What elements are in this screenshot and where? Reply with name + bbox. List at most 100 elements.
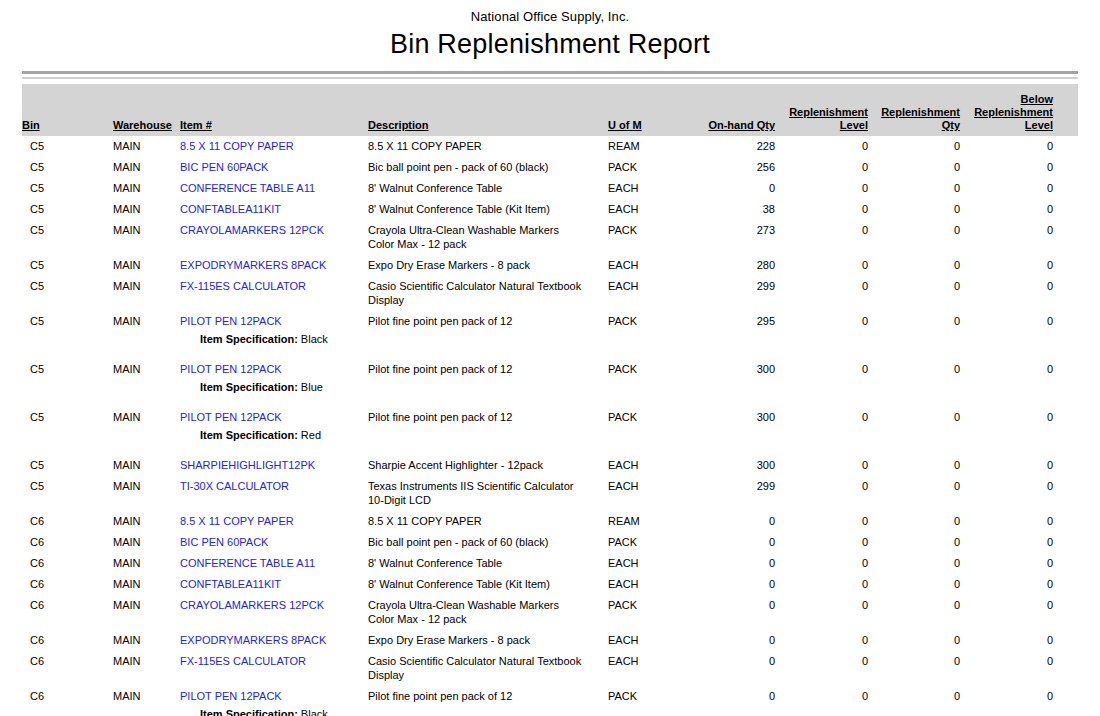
cell-uom: EACH (608, 630, 690, 651)
cell-warehouse: MAIN (113, 532, 180, 553)
cell-uom: PACK (608, 359, 690, 380)
cell-warehouse: MAIN (113, 595, 180, 630)
cell-warehouse: MAIN (113, 630, 180, 651)
cell-below-replenishment-level: 0 (960, 276, 1078, 311)
item-number-link[interactable]: PILOT PEN 12PACK (180, 411, 282, 423)
cell-replenishment-qty: 0 (868, 455, 960, 476)
table-header-row: BinWarehouseItem #DescriptionU of MOn-ha… (22, 84, 1078, 136)
cell-uom: EACH (608, 476, 690, 511)
cell-replenishment-level: 0 (775, 455, 868, 476)
table-row: C5MAINPILOT PEN 12PACKPilot fine point p… (22, 359, 1078, 380)
company-name: National Office Supply, Inc. (0, 0, 1100, 24)
cell-onhand-qty: 0 (690, 686, 775, 707)
cell-onhand-qty: 0 (690, 651, 775, 686)
column-header-warehouse: Warehouse (113, 84, 180, 136)
item-number-link[interactable]: CRAYOLAMARKERS 12PCK (180, 224, 324, 236)
cell-replenishment-qty: 0 (868, 220, 960, 255)
cell-uom: EACH (608, 276, 690, 311)
item-number-link[interactable]: PILOT PEN 12PACK (180, 690, 282, 702)
item-number-link[interactable]: BIC PEN 60PACK (180, 536, 268, 548)
cell-uom: EACH (608, 553, 690, 574)
item-number-link[interactable]: 8.5 X 11 COPY PAPER (180, 515, 294, 527)
table-row: C6MAINBIC PEN 60PACKBic ball point pen -… (22, 532, 1078, 553)
cell-replenishment-level: 0 (775, 595, 868, 630)
cell-replenishment-level: 0 (775, 311, 868, 332)
cell-description: Bic ball point pen - pack of 60 (black) (368, 157, 608, 178)
table-row: C5MAINSHARPIEHIGHLIGHT12PKSharpie Accent… (22, 455, 1078, 476)
cell-replenishment-level: 0 (775, 574, 868, 595)
cell-replenishment-level: 0 (775, 651, 868, 686)
item-number-link[interactable]: PILOT PEN 12PACK (180, 315, 282, 327)
cell-replenishment-level: 0 (775, 199, 868, 220)
cell-replenishment-qty: 0 (868, 276, 960, 311)
cell-replenishment-level: 0 (775, 532, 868, 553)
column-header-description: Description (368, 84, 608, 136)
item-number-link[interactable]: EXPODRYMARKERS 8PACK (180, 259, 326, 271)
item-number-link[interactable]: BIC PEN 60PACK (180, 161, 268, 173)
cell-bin: C6 (22, 532, 113, 553)
cell-uom: PACK (608, 595, 690, 630)
cell-replenishment-level: 0 (775, 157, 868, 178)
item-number-link[interactable]: FX-115ES CALCULATOR (180, 280, 306, 292)
item-specification-value: Black (298, 333, 328, 345)
item-number-link[interactable]: TI-30X CALCULATOR (180, 480, 289, 492)
cell-description: 8' Walnut Conference Table (Kit Item) (368, 199, 608, 220)
table-row: C6MAINFX-115ES CALCULATORCasio Scientifi… (22, 651, 1078, 686)
cell-uom: PACK (608, 220, 690, 255)
item-specification-label: Item Specification: (200, 429, 298, 441)
column-header-item: Item # (180, 84, 368, 136)
item-specification-row: Item Specification: Red (22, 428, 1078, 455)
item-number-link[interactable]: CONFTABLEA11KIT (180, 203, 281, 215)
cell-warehouse: MAIN (113, 276, 180, 311)
table-row: C6MAIN8.5 X 11 COPY PAPER8.5 X 11 COPY P… (22, 511, 1078, 532)
column-header-level: ReplenishmentLevel (775, 84, 868, 136)
cell-bin: C6 (22, 574, 113, 595)
cell-below-replenishment-level: 0 (960, 553, 1078, 574)
cell-uom: EACH (608, 455, 690, 476)
item-specification-value: Black (298, 708, 328, 716)
item-specification-row: Item Specification: Black (22, 332, 1078, 359)
cell-bin: C5 (22, 136, 113, 157)
cell-replenishment-level: 0 (775, 686, 868, 707)
item-number-link[interactable]: CONFTABLEA11KIT (180, 578, 281, 590)
cell-item-number: 8.5 X 11 COPY PAPER (180, 136, 368, 157)
cell-bin: C6 (22, 595, 113, 630)
table-row: C5MAINTI-30X CALCULATORTexas Instruments… (22, 476, 1078, 511)
table-row: C5MAINCRAYOLAMARKERS 12PCKCrayola Ultra-… (22, 220, 1078, 255)
cell-bin: C6 (22, 630, 113, 651)
column-header-uom: U of M (608, 84, 690, 136)
cell-warehouse: MAIN (113, 553, 180, 574)
cell-description: 8.5 X 11 COPY PAPER (368, 136, 608, 157)
spec-indent-cell (22, 428, 180, 455)
cell-bin: C6 (22, 651, 113, 686)
table-row: C5MAINCONFERENCE TABLE A118' Walnut Conf… (22, 178, 1078, 199)
cell-onhand-qty: 273 (690, 220, 775, 255)
cell-warehouse: MAIN (113, 359, 180, 380)
cell-replenishment-level: 0 (775, 630, 868, 651)
item-number-link[interactable]: PILOT PEN 12PACK (180, 363, 282, 375)
item-number-link[interactable]: FX-115ES CALCULATOR (180, 655, 306, 667)
item-number-link[interactable]: CONFERENCE TABLE A11 (180, 182, 315, 194)
cell-bin: C5 (22, 199, 113, 220)
cell-replenishment-qty: 0 (868, 157, 960, 178)
cell-warehouse: MAIN (113, 255, 180, 276)
item-number-link[interactable]: EXPODRYMARKERS 8PACK (180, 634, 326, 646)
item-number-link[interactable]: SHARPIEHIGHLIGHT12PK (180, 459, 315, 471)
cell-description: Expo Dry Erase Markers - 8 pack (368, 630, 608, 651)
cell-replenishment-qty: 0 (868, 199, 960, 220)
cell-replenishment-qty: 0 (868, 476, 960, 511)
cell-uom: PACK (608, 311, 690, 332)
item-specification-value: Red (298, 429, 321, 441)
cell-description: Crayola Ultra-Clean Washable Markers Col… (368, 595, 608, 630)
item-number-link[interactable]: 8.5 X 11 COPY PAPER (180, 140, 294, 152)
item-number-link[interactable]: CRAYOLAMARKERS 12PCK (180, 599, 324, 611)
cell-below-replenishment-level: 0 (960, 407, 1078, 428)
table-row: C6MAINPILOT PEN 12PACKPilot fine point p… (22, 686, 1078, 707)
item-specification-label: Item Specification: (200, 381, 298, 393)
item-number-link[interactable]: CONFERENCE TABLE A11 (180, 557, 315, 569)
table-row: C5MAINBIC PEN 60PACKBic ball point pen -… (22, 157, 1078, 178)
cell-replenishment-qty: 0 (868, 407, 960, 428)
cell-warehouse: MAIN (113, 407, 180, 428)
column-header-below: BelowReplenishmentLevel (960, 84, 1078, 136)
table-row: C6MAINCONFERENCE TABLE A118' Walnut Conf… (22, 553, 1078, 574)
